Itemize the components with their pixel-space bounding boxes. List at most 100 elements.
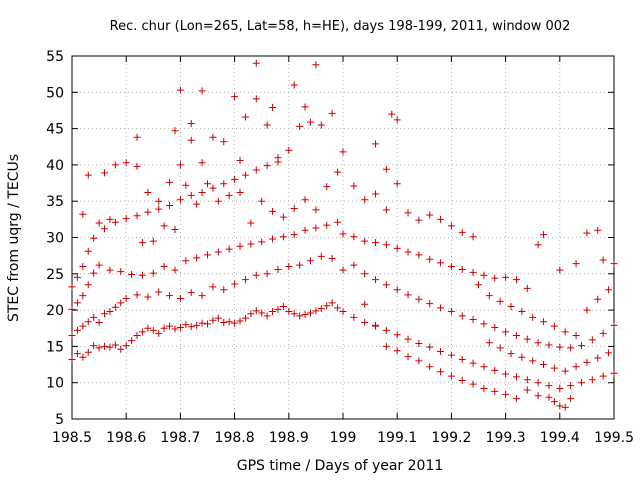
data-point xyxy=(73,350,81,358)
data-point xyxy=(404,248,412,256)
data-point xyxy=(404,335,412,343)
data-point xyxy=(166,202,174,210)
data-point xyxy=(269,235,277,243)
data-point xyxy=(252,95,260,103)
data-point xyxy=(393,180,401,188)
data-point xyxy=(101,225,109,233)
x-tick-label: 199.5 xyxy=(594,430,634,446)
data-point xyxy=(290,204,298,212)
data-point xyxy=(117,299,125,307)
data-point xyxy=(502,273,510,281)
data-point xyxy=(176,294,184,302)
data-point xyxy=(572,260,580,268)
data-point xyxy=(133,162,141,170)
data-point xyxy=(144,324,152,332)
data-point xyxy=(84,281,92,289)
data-point xyxy=(252,166,260,174)
data-point xyxy=(149,326,157,334)
data-point xyxy=(79,292,87,300)
x-tick-label: 198.6 xyxy=(106,430,146,446)
data-point xyxy=(258,309,266,317)
data-point xyxy=(133,212,141,220)
data-point xyxy=(415,216,423,224)
data-point xyxy=(182,181,190,189)
data-point xyxy=(138,328,146,336)
data-point xyxy=(68,355,76,363)
data-point xyxy=(122,294,130,302)
data-point xyxy=(550,364,558,372)
data-point xyxy=(258,238,266,246)
data-point xyxy=(496,297,504,305)
y-tick-label: 45 xyxy=(46,122,64,138)
data-point xyxy=(556,402,564,410)
data-point xyxy=(567,344,575,352)
data-point xyxy=(220,138,228,146)
data-point xyxy=(534,392,542,400)
y-tick-label: 55 xyxy=(46,49,64,65)
data-point xyxy=(393,331,401,339)
data-point xyxy=(144,208,152,216)
data-point xyxy=(312,224,320,232)
data-point xyxy=(106,343,114,351)
data-point xyxy=(512,276,520,284)
data-point xyxy=(241,276,249,284)
data-point xyxy=(193,254,201,262)
data-point xyxy=(209,133,217,141)
data-point xyxy=(594,226,602,234)
data-point xyxy=(285,146,293,154)
data-point xyxy=(588,376,596,384)
data-point xyxy=(214,248,222,256)
data-point xyxy=(225,318,233,326)
data-point xyxy=(122,215,130,223)
data-point xyxy=(247,240,255,248)
x-tick-label: 198.7 xyxy=(160,430,200,446)
data-point xyxy=(328,109,336,117)
data-point xyxy=(523,376,531,384)
data-point xyxy=(133,133,141,141)
data-point xyxy=(95,318,103,326)
data-point xyxy=(236,317,244,325)
data-point xyxy=(426,255,434,263)
y-tick-label: 35 xyxy=(46,194,64,210)
x-axis-label: GPS time / Days of year 2011 xyxy=(237,458,444,474)
data-point xyxy=(437,304,445,312)
data-point xyxy=(263,162,271,170)
data-point xyxy=(372,321,380,329)
data-point xyxy=(567,382,575,390)
data-point xyxy=(84,348,92,356)
y-tick-label: 25 xyxy=(46,267,64,283)
data-point xyxy=(209,184,217,192)
data-point xyxy=(567,395,575,403)
data-point xyxy=(73,273,81,281)
data-point xyxy=(437,215,445,223)
data-point xyxy=(426,343,434,351)
data-point xyxy=(545,341,553,349)
data-point xyxy=(306,257,314,265)
data-point xyxy=(68,332,76,340)
data-point xyxy=(534,379,542,387)
data-point xyxy=(101,310,109,318)
data-point xyxy=(176,86,184,94)
data-point xyxy=(523,284,531,292)
data-point xyxy=(117,268,125,276)
data-point xyxy=(518,308,526,316)
data-point xyxy=(111,341,119,349)
y-tick-label: 5 xyxy=(55,412,64,428)
data-point xyxy=(426,300,434,308)
data-point xyxy=(166,292,174,300)
data-point xyxy=(491,387,499,395)
data-point xyxy=(502,390,510,398)
data-point xyxy=(480,271,488,279)
data-point xyxy=(350,313,358,321)
data-point xyxy=(550,322,558,330)
data-point xyxy=(231,93,239,101)
data-point xyxy=(133,291,141,299)
data-point xyxy=(415,357,423,365)
data-point xyxy=(204,180,211,188)
data-point xyxy=(269,104,277,112)
data-point xyxy=(198,319,206,327)
data-point xyxy=(480,385,488,393)
data-point xyxy=(437,347,445,355)
data-point xyxy=(122,342,130,350)
